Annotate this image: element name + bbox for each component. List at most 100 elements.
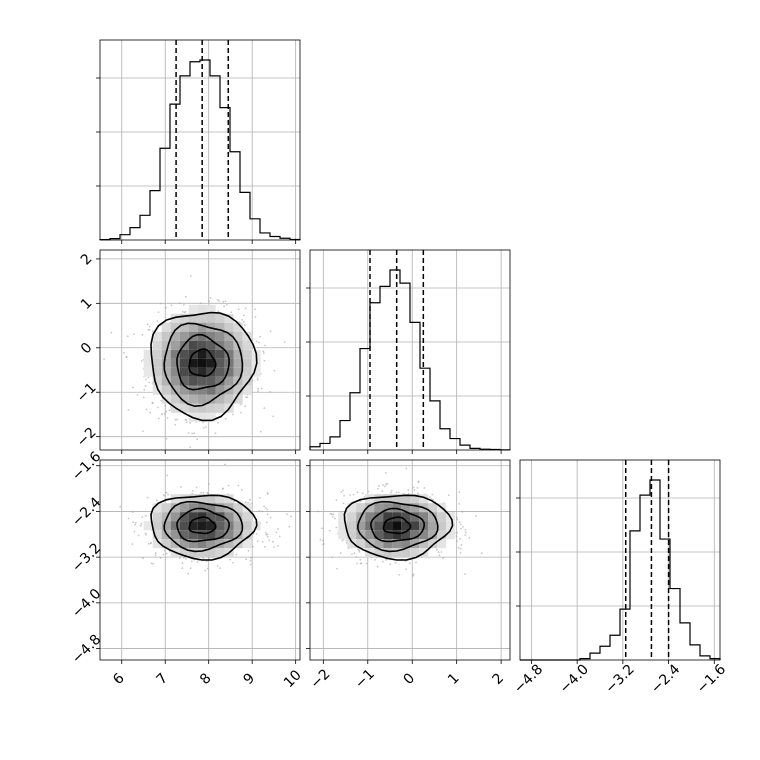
density-cell [188,322,198,332]
density-cell [143,367,153,377]
scatter-point [229,558,232,561]
density-cell [206,403,216,413]
scatter-point [149,411,152,414]
scatter-point [462,526,464,528]
scatter-point [465,531,467,534]
density-cell [215,530,225,540]
scatter-point [180,486,182,488]
scatter-point [233,500,236,503]
scatter-point [438,554,441,557]
density-cell [179,322,189,332]
scatter-point [352,493,355,496]
scatter-point [227,484,230,487]
density-cell [374,494,384,504]
panel-p1-histogram [306,249,511,454]
scatter-point [151,401,154,404]
scatter-point [343,494,345,497]
density-cell [215,322,225,332]
scatter-point [244,501,247,504]
scatter-point [249,560,252,562]
density-cell [206,313,216,323]
scatter-point [163,549,166,552]
scatter-point [258,496,261,499]
density-cell [356,539,366,549]
scatter-point [262,352,265,354]
density-cell [383,539,393,549]
scatter-point [223,305,226,308]
density-cell [233,521,243,531]
scatter-point [245,396,248,399]
scatter-point [273,369,276,372]
density-cell [215,349,225,359]
scatter-point [189,275,192,277]
density-cell [188,539,198,549]
scatter-point [268,539,271,542]
scatter-point [250,556,252,559]
density-cell [392,548,402,558]
density-cell [161,503,171,513]
density-cell [428,512,438,522]
density-cell [188,367,198,377]
density-cell [215,503,225,513]
scatter-point [164,405,167,407]
density-cell [170,349,180,359]
x-tick-label-p2-0: −4.8 [511,661,546,696]
density-cell [152,331,162,341]
scatter-point [384,472,387,474]
density-cell [206,521,216,531]
density-cell [437,512,447,522]
scatter-point [436,548,438,551]
scatter-point [256,540,259,542]
scatter-point [133,530,136,533]
density-cell [179,367,189,377]
scatter-point [142,396,145,399]
contour-p1-p2-3 [343,494,454,561]
panel-frame [99,39,301,241]
scatter-point [257,387,260,390]
scatter-point [412,573,415,576]
scatter-point [157,417,160,420]
scatter-point [156,499,158,502]
scatter-point [408,562,411,565]
scatter-point [269,516,272,519]
scatter-point [331,556,334,559]
density-cell [392,494,402,504]
scatter-point [141,516,144,518]
density-cell [224,385,234,395]
scatter-point [132,521,135,524]
scatter-point [154,552,157,555]
density-cell [224,494,234,504]
scatter-point [145,408,148,411]
density-cell [224,367,234,377]
scatter-point [269,330,272,333]
scatter-point [230,311,233,314]
scatter-point [123,351,125,354]
scatter-point [237,484,240,487]
density-cell [446,521,456,531]
contour-p0-p2-2 [163,500,244,553]
scatter-point [273,546,275,548]
scatter-point [363,496,366,498]
density-cell [338,521,348,531]
panel-frame [99,249,301,451]
scatter-point [359,562,362,565]
y-tick-label-p1-3: 1 [78,295,96,313]
x-tick-label-p1-2: 0 [401,670,419,688]
density-cell [401,512,411,522]
scatter-point [394,561,397,564]
density-cell [224,530,234,540]
scatter-point [214,432,217,434]
density-cell [224,512,234,522]
scatter-point [140,360,143,362]
scatter-point [328,529,331,532]
scatter-point [134,524,137,526]
scatter-point [415,561,417,564]
scatter-point [458,491,461,493]
scatter-point [278,535,281,538]
contour-p0-p2-1 [176,507,230,543]
scatter-point [405,467,408,470]
density-cell [206,548,216,558]
scatter-point [196,438,199,441]
x-tick-label-p0-1: 7 [154,670,172,688]
scatter-point [141,333,144,336]
